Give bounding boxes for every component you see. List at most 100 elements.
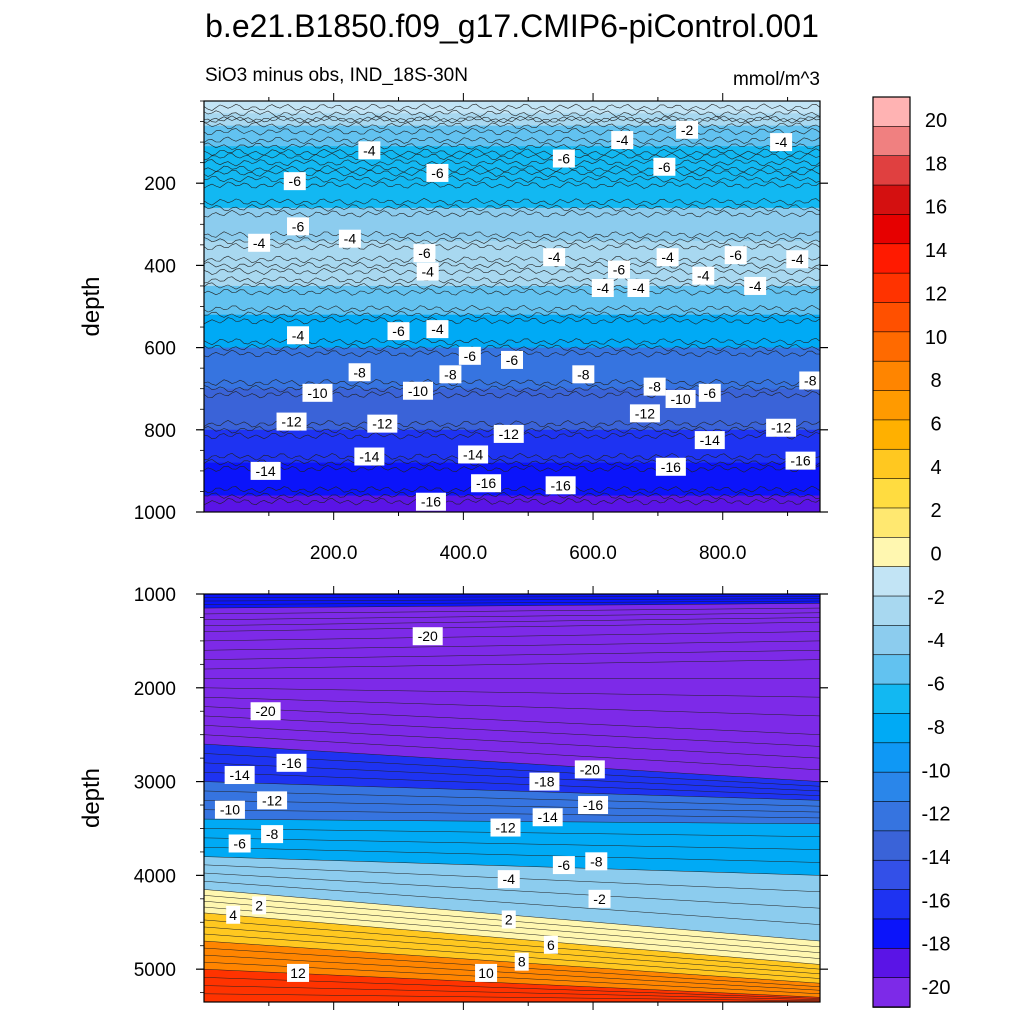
contour-label-box (415, 492, 446, 511)
contour-line (204, 640, 820, 651)
contour-label-box (529, 772, 560, 791)
contour-label: -16 (476, 475, 496, 491)
contour-line (204, 316, 820, 325)
contour-label: -16 (583, 797, 603, 813)
contour-label: -8 (577, 366, 590, 382)
y-tick-label: 600 (144, 339, 176, 360)
contour-label: -12 (771, 420, 791, 436)
colorbar-tick-label: -16 (922, 890, 951, 912)
colorbar-tick-label: 4 (930, 457, 941, 479)
contour-label: -14 (538, 809, 558, 825)
contour-label-box (653, 157, 676, 176)
colorbar-swatch (872, 918, 911, 950)
chart-subtitle: SiO3 minus obs, IND_18S-30N (205, 65, 468, 86)
contour-line (204, 304, 820, 313)
contour-label: -4 (775, 134, 788, 150)
contour-line (204, 800, 820, 813)
colorbar-tick-label: 20 (925, 110, 947, 132)
contour-label: 8 (518, 954, 526, 970)
colorbar-tick-label: -14 (922, 847, 951, 869)
contour-label-box (416, 262, 439, 281)
contour-label: -10 (307, 385, 327, 401)
contour-line (204, 282, 820, 290)
contour-label-box (439, 365, 462, 384)
contour-line (204, 954, 820, 991)
contour-label: 6 (547, 937, 555, 953)
contour-label-box (611, 131, 634, 150)
contour-label-box (655, 457, 686, 476)
contour-line (204, 856, 820, 876)
contour-line (204, 261, 820, 270)
contour-label-box (458, 346, 481, 365)
contour-label-box (302, 383, 333, 402)
contour-label-box (543, 935, 558, 954)
colorbar-swatch (872, 625, 911, 656)
contour-line (204, 621, 820, 632)
colorbar-tick-label: 12 (925, 283, 947, 305)
contour-label-box (348, 363, 371, 382)
x-tick-label: 200.0 (310, 543, 358, 564)
y-tick-label: 400 (144, 256, 176, 277)
contour-label-box (629, 404, 660, 423)
contour-line (204, 631, 820, 642)
colorbar-swatch (872, 713, 911, 744)
contour-label-box (543, 248, 566, 267)
colorbar: 20181614121086420-2-4-6-8-10-12-14-16-18… (872, 96, 951, 1008)
contour-label-box (588, 889, 611, 908)
contour-label: -6 (292, 218, 305, 234)
contour-band (204, 265, 820, 287)
contour-line (204, 940, 820, 984)
contour-label: -10 (220, 802, 240, 818)
colorbar-swatch (872, 742, 911, 773)
contour-label-box (475, 963, 498, 982)
contour-label-box (698, 383, 721, 402)
contour-label-box (607, 260, 630, 279)
contour-label-box (574, 760, 605, 779)
contour-line (204, 288, 820, 296)
contour-line (204, 458, 820, 467)
contour-label: -10 (408, 383, 428, 399)
colorbar-tick-label: 14 (925, 240, 947, 262)
contour-label: -20 (580, 761, 600, 777)
contour-line (204, 485, 820, 494)
contour-label-box (358, 141, 381, 160)
colorbar-tick-label: -18 (922, 934, 951, 956)
contour-label: -18 (534, 774, 554, 790)
contour-line (204, 600, 820, 605)
contour-label: -6 (729, 247, 742, 263)
contour-label-box (692, 266, 715, 285)
colorbar-tick-label: 10 (925, 327, 947, 349)
contour-line (204, 236, 820, 245)
contour-band (204, 146, 820, 164)
y-tick-label: 1000 (134, 503, 176, 524)
contour-label: -6 (613, 262, 626, 278)
contour-label: -14 (359, 449, 379, 465)
contour-label: -4 (597, 280, 610, 296)
contour-label-box (724, 246, 747, 265)
y-tick-label: 3000 (134, 773, 176, 794)
colorbar-swatch (872, 214, 911, 245)
contour-label: -8 (353, 364, 366, 380)
contour-label-box (591, 279, 614, 298)
colorbar-tick-label: -6 (927, 674, 945, 696)
contour-line (204, 204, 820, 212)
contour-label-box (287, 326, 310, 345)
contour-line (204, 846, 820, 863)
upper-panel: -4-6-6-4-2-4-6-6-6-4 -4-4-4-6-6-4-6-4-4 -4… (78, 93, 828, 564)
contour-label: -6 (464, 348, 477, 364)
colorbar-swatch (872, 977, 911, 1008)
contour-label-box (458, 445, 489, 464)
contour-line (204, 115, 820, 124)
contour-label: -16 (551, 477, 571, 493)
contour-label: -4 (292, 327, 305, 343)
y-tick-label: 200 (144, 174, 176, 195)
colorbar-swatch (872, 859, 911, 891)
chart-title: b.e21.B1850.f09_g17.CMIP6-piControl.001 (205, 8, 819, 44)
contour-label: -4 (253, 235, 266, 251)
contour-label-box (287, 963, 310, 982)
contour-line (204, 650, 820, 660)
x-tick-label: 600.0 (569, 543, 617, 564)
contour-band (204, 941, 820, 999)
contour-line (204, 152, 820, 161)
contour-line (204, 148, 820, 156)
